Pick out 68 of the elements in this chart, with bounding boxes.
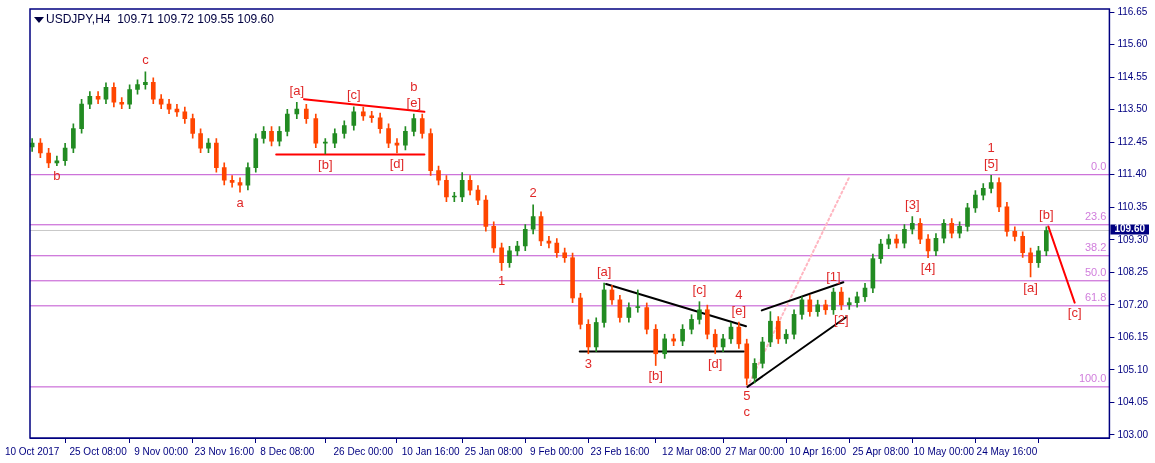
candlestick (229, 175, 235, 188)
y-tick-label: 109.30 (1117, 233, 1149, 245)
x-tick-label: 25 Apr 08:00 (852, 445, 910, 457)
annotation: [d] (389, 155, 405, 171)
y-tick-label: 111.40 (1117, 168, 1147, 180)
ref-line-label: 100.0 (1078, 372, 1107, 385)
annotation: [c] (346, 87, 361, 103)
annotation: [e] (731, 302, 747, 318)
x-tick-label: 10 Jan 16:00 (401, 445, 461, 457)
candlestick (394, 138, 400, 154)
annotation: [e] (406, 94, 422, 110)
x-tick-label: 12 Mar 08:00 (662, 445, 722, 457)
x-tick-label: 10 Oct 2017 (4, 445, 60, 457)
annotation: [a] (1023, 279, 1038, 295)
x-tick-label: 27 Mar 00:00 (725, 445, 785, 457)
y-tick-label: 105.10 (1117, 363, 1149, 375)
ref-line-label: 61.8 (1084, 291, 1107, 304)
ref-line-label: 23.6 (1084, 210, 1107, 223)
annotation: c (142, 52, 150, 68)
annotation: b (410, 78, 418, 94)
annotation: 1 (987, 139, 995, 155)
annotation: [a] (289, 82, 305, 98)
annotation: [4] (920, 260, 936, 276)
annotation: [d] (707, 356, 723, 372)
annotation: [b] (318, 156, 333, 172)
annotation: 5 (743, 387, 751, 403)
y-tick-label: 106.15 (1117, 331, 1149, 343)
annotation: [1] (826, 268, 841, 284)
y-tick-label: 104.05 (1117, 396, 1149, 408)
annotation: c (743, 403, 751, 419)
y-tick-label: 113.50 (1117, 103, 1148, 115)
annotation: [b] (1039, 207, 1054, 223)
annotation: a (236, 194, 245, 210)
annotation: [b] (648, 368, 663, 384)
x-tick-label: 10 May 00:00 (913, 445, 975, 457)
ref-line-label: 109.60 (1114, 223, 1146, 235)
annotation: [a] (596, 263, 612, 279)
y-tick-label: 114.55 (1117, 70, 1148, 82)
y-tick-label: 103.00 (1117, 428, 1149, 440)
y-tick-label: 115.60 (1117, 38, 1148, 50)
annotation: [c] (1067, 305, 1082, 321)
ref-line-label: 50.0 (1084, 266, 1107, 279)
x-tick-label: 25 Jan 08:00 (464, 445, 524, 457)
y-tick-label: 116.65 (1117, 5, 1148, 17)
annotation: [c] (692, 282, 707, 298)
x-tick-label: 10 Apr 16:00 (789, 445, 847, 457)
annotation: [3] (905, 197, 920, 213)
annotation: 3 (584, 356, 592, 372)
x-tick-label: 9 Nov 00:00 (134, 445, 189, 457)
x-tick-label: 23 Nov 16:00 (194, 445, 255, 457)
annotation: 4 (735, 286, 743, 302)
y-tick-label: 108.25 (1117, 266, 1149, 278)
chart-title: USDJPY,H4 109.71 109.72 109.55 109.60 (46, 12, 275, 27)
annotation: [5] (983, 155, 999, 171)
y-tick-label: 110.35 (1117, 200, 1148, 212)
x-tick-label: 9 Feb 00:00 (530, 445, 584, 457)
y-tick-label: 107.20 (1117, 298, 1149, 310)
ref-line-label: 38.2 (1084, 241, 1107, 254)
x-tick-label: 23 Feb 16:00 (590, 445, 650, 457)
x-tick-label: 24 May 16:00 (976, 445, 1038, 457)
candlestick (635, 289, 641, 313)
candlestick (846, 297, 852, 310)
ref-line-label: 0.0 (1091, 160, 1107, 173)
annotation: 2 (529, 185, 537, 201)
x-tick-label: 25 Oct 08:00 (69, 445, 128, 457)
y-tick-label: 112.45 (1117, 135, 1148, 147)
x-tick-label: 8 Dec 08:00 (260, 445, 315, 457)
x-tick-label: 26 Dec 00:00 (333, 445, 394, 457)
